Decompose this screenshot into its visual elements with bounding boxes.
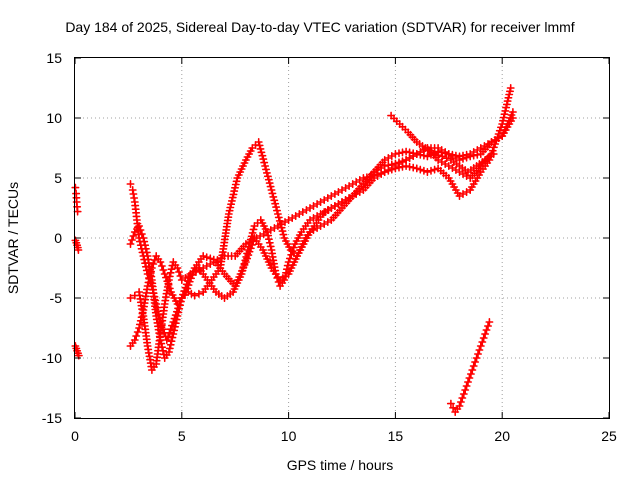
series-5 [126, 84, 515, 362]
series-layer [71, 84, 517, 416]
series-2 [71, 342, 83, 360]
series-markers [71, 183, 82, 216]
chart-title: Day 184 of 2025, Sidereal Day-to-day VTE… [65, 19, 574, 35]
series-8 [446, 318, 494, 416]
y-tick-label: -15 [42, 410, 62, 426]
plot-frame [74, 57, 610, 419]
y-tick-label: -10 [42, 350, 62, 366]
x-axis-label: GPS time / hours [287, 457, 394, 473]
series-1 [71, 236, 83, 254]
series-0 [71, 183, 82, 216]
x-tick-label: 0 [71, 428, 79, 444]
y-tick-label: 5 [54, 170, 62, 186]
x-tick-label: 15 [388, 428, 404, 444]
y-tick-label: 10 [46, 110, 62, 126]
series-markers [71, 236, 83, 254]
y-tick-label: -5 [50, 290, 63, 306]
series-markers [446, 318, 494, 416]
series-markers [387, 111, 498, 176]
y-tick-label: 15 [46, 50, 62, 66]
series-4 [126, 114, 517, 350]
x-tick-label: 5 [178, 428, 186, 444]
x-tick-label: 20 [494, 428, 510, 444]
x-tick-label: 10 [281, 428, 297, 444]
series-markers [126, 114, 517, 350]
y-axis-label: SDTVAR / TECUs [5, 182, 21, 294]
x-tick-label: 25 [601, 428, 617, 444]
tick-layer: 0 5 10 15 20 25 -15 -10 -5 0 5 10 15 [42, 50, 617, 444]
series-markers [71, 342, 83, 360]
series-7 [387, 111, 498, 176]
y-tick-label: 0 [54, 230, 62, 246]
series-markers [126, 84, 515, 362]
series-markers [126, 156, 494, 374]
series-6 [126, 156, 494, 374]
